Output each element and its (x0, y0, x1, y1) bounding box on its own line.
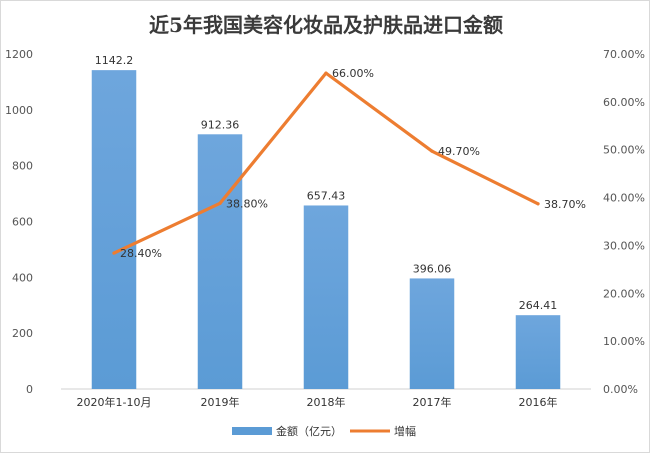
legend-label-amount: 金额（亿元） (276, 424, 342, 438)
line-point (430, 149, 434, 153)
bar (409, 278, 455, 389)
x-tick-label: 2020年1-10月 (77, 395, 152, 409)
y-left-tick-label: 400 (12, 271, 33, 284)
x-tick-label: 2017年 (413, 395, 452, 409)
bar (303, 205, 349, 389)
y-right-tick-label: 10.00% (603, 335, 645, 348)
y-right-tick-label: 30.00% (603, 239, 645, 252)
y-right-tick-label: 70.00% (603, 48, 645, 61)
line-data-label: 38.80% (226, 197, 268, 210)
line-point (324, 71, 328, 75)
y-left-tick-label: 1000 (5, 104, 33, 117)
bar (197, 134, 243, 389)
bar (515, 315, 561, 389)
y-right-tick-label: 50.00% (603, 144, 645, 157)
bar (91, 70, 137, 389)
y-left-tick-label: 800 (12, 160, 33, 173)
y-left-tick-label: 600 (12, 216, 33, 229)
bar-data-label: 264.41 (519, 299, 558, 312)
line-data-label: 49.70% (438, 145, 480, 158)
bar-data-label: 396.06 (413, 262, 452, 275)
x-tick-label: 2016年 (519, 395, 558, 409)
line-point (112, 251, 116, 255)
y-left-tick-label: 200 (12, 327, 33, 340)
line-data-label: 28.40% (120, 247, 162, 260)
y-right-tick-label: 60.00% (603, 96, 645, 109)
bar-data-label: 912.36 (201, 118, 240, 131)
y-right-tick-label: 40.00% (603, 192, 645, 205)
x-tick-label: 2018年 (307, 395, 346, 409)
legend-label-growth: 增幅 (394, 424, 416, 438)
legend-swatch-amount (232, 427, 272, 435)
line-point (536, 202, 540, 206)
y-right-tick-label: 0.00% (603, 383, 638, 396)
chart-title: 近5年我国美容化妆品及护肤品进口金额 (149, 13, 503, 37)
x-tick-label: 2019年 (201, 395, 240, 409)
y-left-tick-label: 0 (26, 383, 33, 396)
bar-data-label: 657.43 (307, 189, 346, 202)
y-right-tick-label: 20.00% (603, 287, 645, 300)
line-data-label: 66.00% (332, 67, 374, 80)
line-point (218, 201, 222, 205)
bar-data-label: 1142.2 (95, 54, 134, 67)
line-data-label: 38.70% (544, 198, 586, 211)
y-left-tick-label: 1200 (5, 48, 33, 61)
